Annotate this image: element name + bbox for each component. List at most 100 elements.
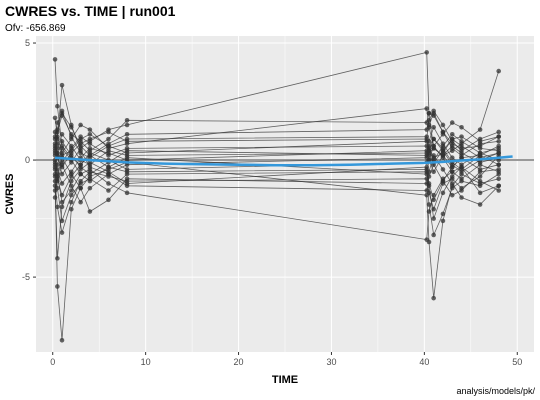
data-point — [477, 181, 483, 186]
data-point — [124, 146, 130, 151]
data-point — [440, 129, 446, 135]
data-point — [496, 183, 501, 189]
subject-line — [54, 110, 499, 156]
data-point — [78, 122, 83, 128]
data-point — [440, 141, 446, 146]
data-point — [449, 155, 455, 161]
data-point — [431, 295, 436, 301]
data-point — [424, 143, 429, 149]
data-point — [106, 127, 111, 132]
data-point — [477, 150, 483, 156]
data-point — [424, 192, 429, 198]
data-point — [52, 188, 58, 193]
data-point — [59, 337, 65, 343]
data-point — [106, 188, 111, 193]
data-point — [52, 160, 58, 165]
data-point — [69, 171, 74, 177]
data-point — [55, 284, 60, 289]
data-point — [426, 202, 432, 207]
data-point — [449, 169, 455, 175]
data-point — [87, 141, 93, 146]
data-point — [87, 127, 93, 132]
data-point — [78, 141, 83, 146]
data-point — [124, 141, 130, 146]
data-point — [426, 157, 432, 163]
subject-line — [54, 131, 499, 168]
data-point — [426, 122, 432, 128]
x-tick-label: 40 — [419, 357, 429, 367]
data-point — [78, 146, 83, 151]
data-point — [477, 146, 483, 151]
data-point — [59, 146, 65, 151]
data-point — [496, 134, 501, 139]
x-tick-label: 50 — [512, 357, 522, 367]
data-point — [477, 190, 483, 196]
data-point — [124, 190, 130, 196]
data-point — [459, 176, 464, 182]
data-point — [440, 148, 446, 153]
data-point — [459, 153, 464, 158]
data-point — [496, 176, 501, 182]
data-point — [431, 110, 436, 116]
data-point — [440, 167, 446, 172]
data-point — [87, 132, 93, 137]
data-point — [55, 204, 60, 210]
data-point — [424, 237, 429, 242]
y-tick-label: 5 — [25, 38, 30, 48]
data-point — [459, 171, 464, 177]
data-point — [124, 155, 130, 161]
data-point — [59, 108, 65, 114]
data-point — [55, 103, 60, 109]
data-point — [69, 150, 74, 156]
data-point — [59, 204, 65, 210]
data-point — [69, 192, 74, 198]
subject-line — [54, 108, 499, 154]
axis-ticks: 0 10 20 30 40 50 -5 0 5 — [22, 38, 522, 367]
data-point — [55, 127, 60, 132]
data-point — [459, 195, 464, 200]
data-point — [124, 136, 130, 142]
data-point — [87, 167, 93, 172]
data-point — [87, 209, 93, 214]
data-point — [440, 190, 446, 196]
data-point — [124, 132, 130, 137]
data-point — [69, 188, 74, 193]
data-point — [496, 139, 501, 144]
subject-line — [54, 155, 499, 222]
data-point — [459, 188, 464, 193]
data-point — [440, 218, 446, 224]
data-point — [78, 171, 83, 177]
data-point — [424, 134, 429, 139]
data-point — [52, 57, 58, 62]
data-point — [431, 216, 436, 221]
subject-line — [54, 85, 499, 175]
data-point — [69, 199, 74, 205]
data-point — [449, 132, 455, 137]
data-point — [459, 134, 464, 139]
data-point — [440, 155, 446, 161]
data-point — [431, 192, 436, 198]
data-point — [459, 143, 464, 149]
data-point — [449, 136, 455, 142]
data-point — [426, 153, 432, 158]
data-point — [106, 181, 111, 186]
data-point — [449, 120, 455, 125]
data-point — [477, 202, 483, 207]
data-point — [496, 146, 501, 151]
subject-line — [54, 145, 499, 185]
subject-line — [54, 171, 499, 237]
data-point — [124, 117, 130, 123]
data-point — [52, 195, 58, 200]
data-point — [59, 230, 65, 235]
data-point — [69, 146, 74, 151]
data-point — [424, 181, 429, 186]
data-point — [52, 115, 58, 121]
data-point — [124, 122, 130, 128]
data-point — [69, 134, 74, 139]
data-point — [59, 82, 65, 88]
data-point — [449, 174, 455, 179]
data-point — [431, 153, 436, 158]
data-point — [431, 124, 436, 130]
data-point — [106, 136, 111, 142]
data-point — [477, 167, 483, 172]
